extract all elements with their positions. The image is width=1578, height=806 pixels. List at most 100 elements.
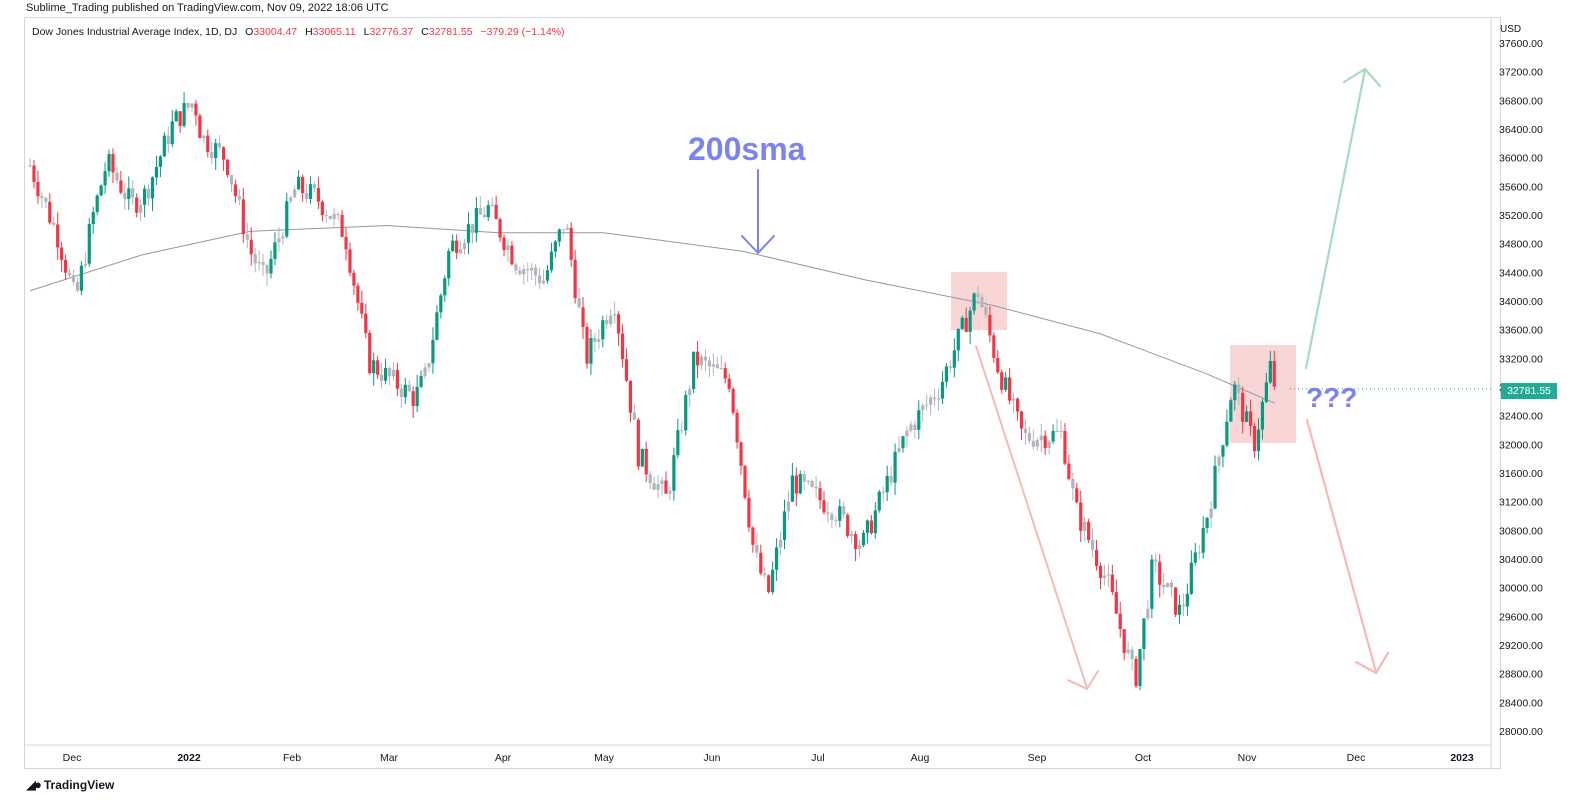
candle-body bbox=[249, 239, 253, 255]
candle-body bbox=[107, 153, 111, 172]
candle-body bbox=[273, 242, 277, 259]
candle-body bbox=[640, 448, 644, 467]
candle-body bbox=[506, 245, 510, 250]
candle-body bbox=[308, 184, 313, 200]
legend-open-label: O bbox=[245, 26, 254, 38]
candle-body bbox=[1035, 440, 1039, 447]
candle-body bbox=[767, 575, 771, 593]
candle-body bbox=[415, 386, 419, 407]
candle-body bbox=[1102, 575, 1107, 578]
candle-body bbox=[652, 483, 656, 490]
candle-body bbox=[537, 275, 542, 284]
candle-body bbox=[150, 177, 155, 199]
candle-body bbox=[1055, 430, 1059, 432]
candle-body bbox=[281, 236, 285, 239]
x-tick-label: Feb bbox=[283, 752, 301, 764]
legend-open: 33004.47 bbox=[253, 26, 298, 38]
candle-body bbox=[913, 424, 917, 430]
candle-body bbox=[1094, 549, 1099, 566]
candle-body bbox=[992, 335, 996, 358]
candle-body bbox=[684, 395, 688, 431]
candle-body bbox=[774, 547, 779, 570]
candle-body bbox=[123, 192, 127, 199]
candle-body bbox=[589, 338, 593, 364]
candle-body bbox=[893, 451, 897, 483]
candle-body bbox=[194, 103, 198, 116]
x-tick-label: Sep bbox=[1028, 752, 1047, 764]
candle-body bbox=[56, 224, 60, 248]
candle-body bbox=[901, 436, 905, 449]
candle-body bbox=[668, 490, 672, 494]
candle-body bbox=[569, 227, 573, 260]
highlight-box-august bbox=[951, 272, 1007, 330]
candle-body bbox=[1162, 584, 1166, 587]
candle-body bbox=[1185, 593, 1189, 607]
candle-body bbox=[304, 193, 309, 200]
candle-body bbox=[1181, 604, 1186, 607]
candle-body bbox=[1233, 384, 1237, 401]
candle-body bbox=[344, 236, 348, 250]
candle-body bbox=[368, 332, 372, 374]
red-projection-arrow-head-a bbox=[1067, 679, 1088, 690]
candle-body bbox=[135, 197, 139, 213]
candle-body bbox=[265, 265, 269, 274]
tradingview-logo[interactable]: ◢● TradingView bbox=[26, 777, 114, 793]
candle-body bbox=[170, 121, 174, 145]
candle-body bbox=[936, 398, 941, 400]
currency-label: USD bbox=[1500, 24, 1522, 35]
candle-body bbox=[1008, 377, 1012, 401]
candle-body bbox=[644, 448, 648, 475]
candle-body bbox=[810, 480, 814, 487]
candle-body bbox=[372, 360, 376, 374]
candle-body bbox=[379, 374, 384, 381]
candle-body bbox=[1023, 428, 1028, 433]
candle-body bbox=[336, 213, 340, 215]
candle-body bbox=[601, 320, 605, 340]
candle-body bbox=[1146, 608, 1150, 619]
candle-body bbox=[210, 152, 214, 159]
candle-body bbox=[1252, 426, 1257, 452]
candle-body bbox=[944, 366, 949, 382]
candle-body bbox=[747, 497, 751, 528]
candle-body bbox=[707, 360, 712, 367]
candle-body bbox=[664, 480, 668, 494]
candle-body bbox=[755, 544, 759, 553]
candle-body bbox=[221, 147, 226, 160]
candle-body bbox=[447, 250, 451, 279]
chart-legend: Dow Jones Industrial Average Index, 1D, … bbox=[32, 26, 565, 38]
candle-body bbox=[1000, 372, 1004, 390]
candle-body bbox=[909, 424, 913, 431]
chart-frame[interactable] bbox=[24, 17, 1501, 769]
x-tick-label: 2023 bbox=[1450, 752, 1474, 764]
candle-body bbox=[964, 317, 968, 332]
candle-body bbox=[522, 269, 526, 275]
candle-body bbox=[95, 195, 99, 212]
candle-body bbox=[1098, 565, 1103, 578]
candle-body bbox=[490, 204, 494, 206]
candle-body bbox=[455, 240, 459, 254]
candle-body bbox=[585, 326, 589, 364]
x-tick-label: Jul bbox=[811, 752, 824, 764]
candle-body bbox=[71, 275, 76, 282]
candle-body bbox=[1011, 398, 1016, 401]
candle-body bbox=[526, 269, 530, 271]
candle-body bbox=[1241, 392, 1245, 422]
candle-body bbox=[1075, 488, 1079, 503]
candle-body bbox=[1264, 382, 1268, 402]
candle-body bbox=[395, 369, 399, 389]
candle-body bbox=[759, 552, 763, 574]
legend-low-label: L bbox=[363, 26, 370, 38]
candle-body bbox=[198, 115, 202, 139]
sma-pointer-arrow-head-right bbox=[757, 235, 775, 254]
candle-body bbox=[636, 419, 640, 467]
legend-symbol: Dow Jones Industrial Average Index, 1D, … bbox=[32, 26, 238, 38]
y-tick-label: 31600.00 bbox=[1499, 468, 1543, 480]
candle-body bbox=[620, 333, 625, 360]
candle-body bbox=[929, 397, 933, 405]
x-tick-label: Aug bbox=[911, 752, 930, 764]
candle-body bbox=[190, 103, 194, 108]
candle-body bbox=[439, 295, 443, 313]
candle-body bbox=[1142, 618, 1146, 650]
candle-body bbox=[474, 207, 478, 233]
